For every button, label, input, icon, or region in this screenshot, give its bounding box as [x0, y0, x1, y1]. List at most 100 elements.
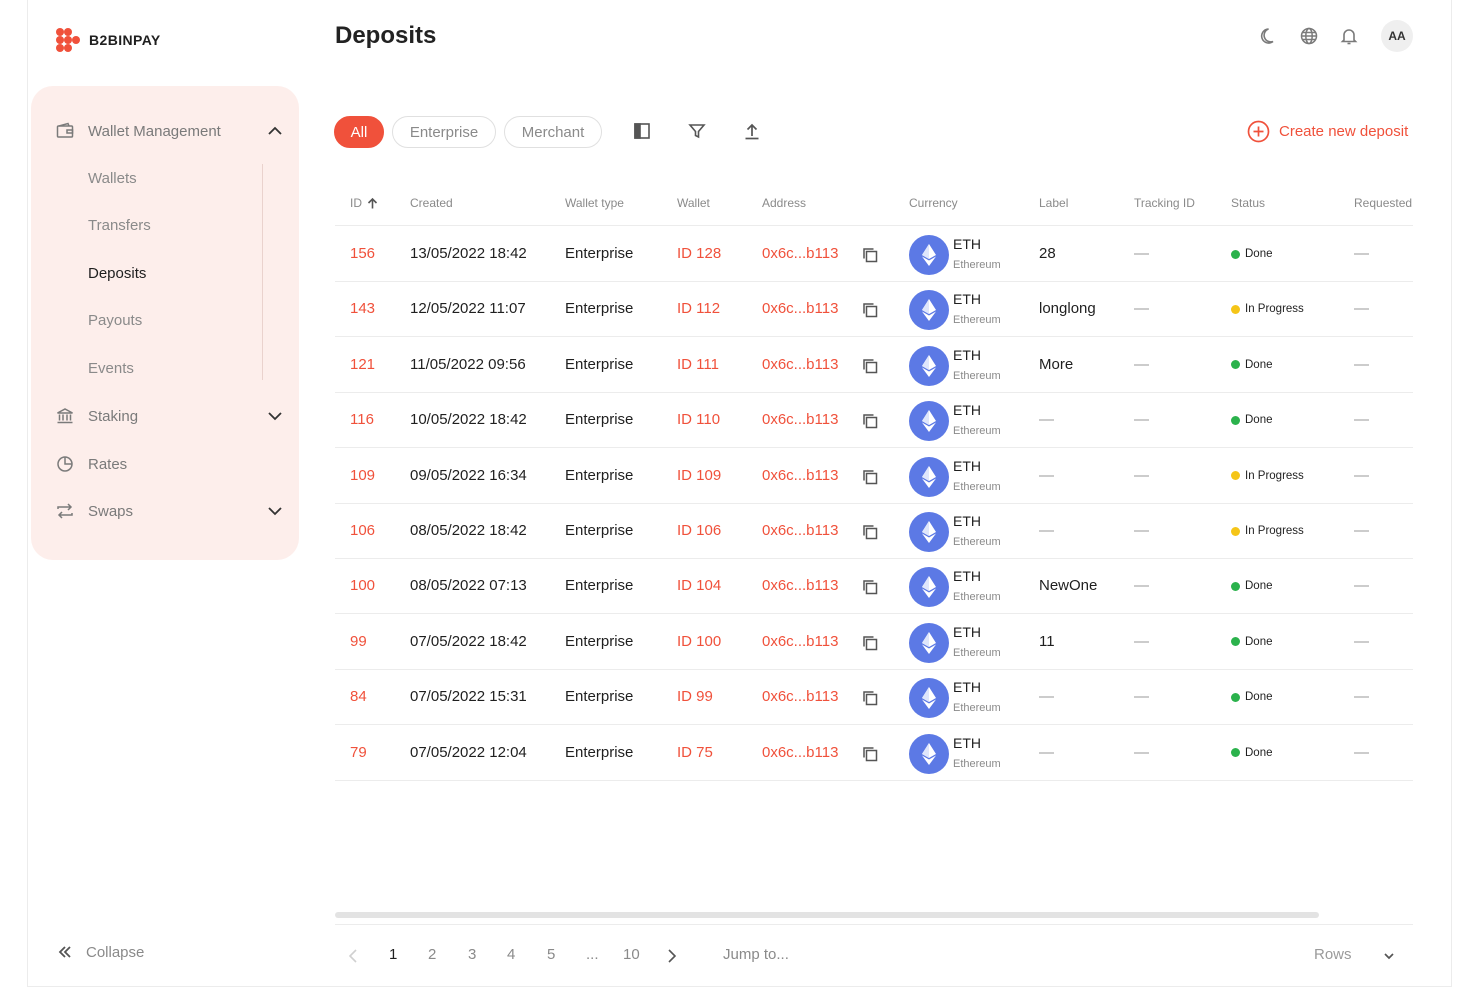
sidebar-subitem-deposits[interactable]: Deposits: [88, 265, 147, 282]
page-1[interactable]: 1: [389, 946, 398, 963]
export-icon[interactable]: [742, 121, 762, 141]
deposit-id-link[interactable]: 99: [350, 632, 367, 650]
deposit-id-link[interactable]: 79: [350, 743, 367, 761]
sidebar-item-swaps[interactable]: Swaps: [55, 496, 285, 526]
prev-page-chevron-icon[interactable]: [345, 947, 363, 965]
address-link[interactable]: 0x6c...b113: [762, 522, 839, 539]
deposit-id-link[interactable]: 109: [350, 466, 376, 484]
filter-tab-all[interactable]: All: [334, 116, 384, 148]
column-header-wallet[interactable]: Wallet: [677, 196, 710, 210]
copy-icon[interactable]: [861, 246, 879, 264]
column-header-address[interactable]: Address: [762, 196, 807, 210]
filter-icon[interactable]: [687, 121, 707, 141]
copy-icon[interactable]: [861, 412, 879, 430]
address-link[interactable]: 0x6c...b113: [762, 355, 839, 373]
page-4[interactable]: 4: [507, 946, 516, 963]
column-header-currency[interactable]: Currency: [909, 196, 958, 210]
columns-icon[interactable]: [632, 121, 652, 141]
user-avatar[interactable]: AA: [1381, 20, 1413, 52]
deposit-id-link[interactable]: 143: [350, 300, 376, 318]
wallet-link[interactable]: ID 128: [677, 245, 722, 262]
column-header-status[interactable]: Status: [1231, 196, 1266, 210]
wallet-link[interactable]: ID 106: [677, 522, 722, 539]
chevron-down-icon[interactable]: [265, 406, 285, 426]
address-link[interactable]: 0x6c...b113: [762, 577, 839, 595]
address-link[interactable]: 0x6c...b113: [762, 688, 839, 706]
address-link[interactable]: 0x6c...b113: [762, 743, 839, 761]
wallet-link[interactable]: ID 99: [677, 688, 713, 706]
table-row[interactable]: 99 07/05/2022 18:42 Enterprise ID 100 0x6c..…: [335, 615, 1413, 670]
column-header-created[interactable]: Created: [410, 196, 453, 210]
copy-icon[interactable]: [861, 578, 879, 596]
address-link[interactable]: 0x6c...b113: [762, 245, 839, 262]
page-ellipsis[interactable]: ...: [586, 946, 599, 963]
brand-logo[interactable]: B2BINPAY: [56, 28, 161, 52]
copy-icon[interactable]: [861, 468, 879, 486]
copy-icon[interactable]: [861, 523, 879, 541]
address-link[interactable]: 0x6c...b113: [762, 632, 839, 650]
next-page-chevron-icon[interactable]: [662, 947, 680, 965]
sidebar-item-wallet-management[interactable]: Wallet Management: [55, 116, 285, 146]
address-link[interactable]: 0x6c...b113: [762, 411, 839, 429]
chevron-up-icon[interactable]: [265, 121, 285, 141]
column-header-requested[interactable]: Requested: [1354, 196, 1413, 210]
table-row[interactable]: 116 10/05/2022 18:42 Enterprise ID 110 0x6c.…: [335, 393, 1413, 449]
page-2[interactable]: 2: [428, 946, 437, 963]
deposit-id-link[interactable]: 106: [350, 522, 376, 539]
address-link[interactable]: 0x6c...b113: [762, 466, 839, 484]
sidebar-subitem-payouts[interactable]: Payouts: [88, 312, 143, 329]
wallet-link[interactable]: ID 75: [677, 743, 713, 761]
deposit-id-link[interactable]: 121: [350, 355, 376, 373]
table-row[interactable]: 100 08/05/2022 07:13 Enterprise ID 104 0x6c.…: [335, 559, 1413, 615]
copy-icon[interactable]: [861, 357, 879, 375]
wallet-link[interactable]: ID 109: [677, 466, 722, 484]
deposit-id-link[interactable]: 156: [350, 245, 376, 262]
status-label: Done: [1245, 414, 1273, 427]
rows-per-page-select[interactable]: Rows: [1314, 946, 1352, 963]
wallet-link[interactable]: ID 110: [677, 411, 721, 429]
page-5[interactable]: 5: [547, 946, 556, 963]
collapse-sidebar-button[interactable]: Collapse: [56, 943, 144, 961]
table-row[interactable]: 121 11/05/2022 09:56 Enterprise ID 111 0x6c.…: [335, 338, 1413, 393]
copy-icon[interactable]: [861, 745, 879, 763]
horizontal-scrollbar[interactable]: [335, 912, 1319, 918]
column-header-tracking-id[interactable]: Tracking ID: [1134, 196, 1195, 210]
sidebar-subitem-transfers[interactable]: Transfers: [88, 217, 151, 234]
address-link[interactable]: 0x6c...b113: [762, 300, 839, 318]
sidebar-item-staking[interactable]: Staking: [55, 401, 285, 431]
sort-ascending-icon[interactable]: [366, 197, 379, 210]
table-row[interactable]: 143 12/05/2022 11:07 Enterprise ID 112 0x6c.…: [335, 282, 1413, 338]
column-header-wallet-type[interactable]: Wallet type: [565, 196, 624, 210]
chevron-down-icon[interactable]: [1381, 948, 1397, 964]
create-new-deposit-button[interactable]: Create new deposit: [1247, 120, 1408, 143]
page-3[interactable]: 3: [468, 946, 477, 963]
deposit-id-link[interactable]: 116: [350, 411, 374, 429]
table-row[interactable]: 156 13/05/2022 18:42 Enterprise ID 128 0x6c.…: [335, 227, 1413, 282]
table-row[interactable]: 106 08/05/2022 18:42 Enterprise ID 106 0x6c.…: [335, 504, 1413, 559]
wallet-link[interactable]: ID 111: [677, 355, 719, 373]
wallet-link[interactable]: ID 104: [677, 577, 722, 595]
column-header-id[interactable]: ID: [350, 196, 379, 210]
table-row[interactable]: 109 09/05/2022 16:34 Enterprise ID 109 0x6c.…: [335, 449, 1413, 504]
globe-icon[interactable]: [1299, 26, 1319, 46]
copy-icon[interactable]: [861, 689, 879, 707]
sidebar-subitem-wallets[interactable]: Wallets: [88, 170, 137, 187]
wallet-link[interactable]: ID 100: [677, 632, 722, 650]
chevron-down-icon[interactable]: [265, 501, 285, 521]
copy-icon[interactable]: [861, 634, 879, 652]
table-row[interactable]: 84 07/05/2022 15:31 Enterprise ID 99 0x6c...…: [335, 670, 1413, 726]
column-header-label[interactable]: Label: [1039, 196, 1069, 210]
sidebar-item-rates[interactable]: Rates: [55, 449, 285, 479]
bell-icon[interactable]: [1339, 26, 1359, 46]
filter-tab-enterprise[interactable]: Enterprise: [392, 116, 496, 148]
table-row[interactable]: 79 07/05/2022 12:04 Enterprise ID 75 0x6c...…: [335, 726, 1413, 781]
jump-to-page-input[interactable]: Jump to...: [723, 946, 789, 963]
wallet-link[interactable]: ID 112: [677, 300, 721, 318]
copy-icon[interactable]: [861, 301, 879, 319]
page-10[interactable]: 10: [623, 946, 640, 963]
moon-icon[interactable]: [1259, 26, 1279, 46]
deposit-id-link[interactable]: 100: [350, 577, 376, 595]
sidebar-subitem-events[interactable]: Events: [88, 360, 134, 377]
deposit-id-link[interactable]: 84: [350, 688, 367, 706]
filter-tab-merchant[interactable]: Merchant: [504, 116, 602, 148]
